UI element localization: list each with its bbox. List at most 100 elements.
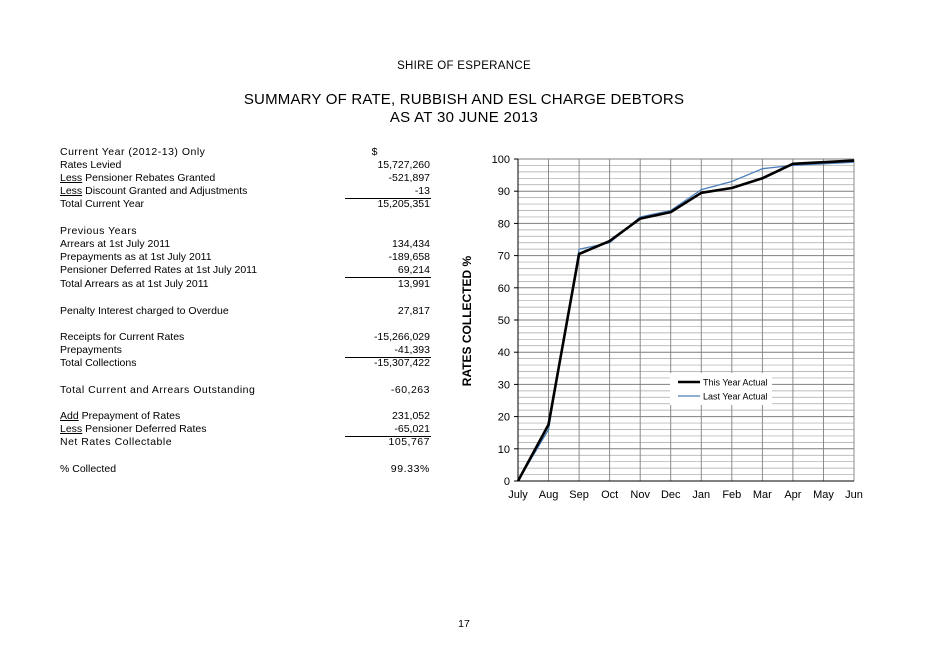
page-number: 17 bbox=[458, 618, 470, 630]
organisation-name: SHIRE OF ESPERANCE bbox=[397, 60, 531, 72]
x-tick-label: May bbox=[813, 489, 834, 501]
penalty-interest-value: 27,817 bbox=[397, 305, 430, 317]
pensioner-deferred-prev-label: Pensioner Deferred Rates at 1st July 201… bbox=[60, 264, 258, 276]
prepayments-prev-row: Prepayments as at 1st July 2011 -189,658 bbox=[60, 251, 432, 264]
x-tick-label: Nov bbox=[630, 489, 650, 501]
prepayments-value: -41,393 bbox=[394, 344, 430, 356]
percent-collected-label: % Collected bbox=[60, 463, 117, 475]
prepayments-prev-label: Prepayments as at 1st July 2011 bbox=[60, 251, 212, 263]
pensioner-rebates-value: -521,897 bbox=[388, 172, 430, 184]
arrears-value: 134,434 bbox=[392, 238, 430, 250]
total-arrears-label: Total Arrears as at 1st July 2011 bbox=[60, 278, 209, 290]
chart-grid bbox=[517, 158, 855, 482]
rates-levied-row: Rates Levied 15,727,260 bbox=[60, 159, 432, 172]
x-tick-label: Dec bbox=[661, 489, 681, 501]
chart-series bbox=[516, 159, 855, 482]
currency-symbol: $ bbox=[371, 146, 378, 158]
add-prepayment-text: Prepayment of Rates bbox=[78, 410, 181, 422]
x-tick-label: Apr bbox=[784, 489, 801, 501]
total-arrears-value: 13,991 bbox=[397, 278, 430, 290]
percent-collected-value: 99.33% bbox=[390, 463, 430, 475]
report-title-line2: AS AT 30 JUNE 2013 bbox=[389, 109, 539, 126]
total-outstanding-label: Total Current and Arrears Outstanding bbox=[60, 384, 256, 396]
y-tick-label: 0 bbox=[504, 476, 510, 488]
previous-years-row: Previous Years bbox=[60, 225, 432, 238]
subtotal-rule bbox=[345, 277, 431, 278]
less-pensioner-deferred-value: -65,021 bbox=[394, 423, 430, 435]
pensioner-rebates-text: Pensioner Rebates Granted bbox=[82, 172, 216, 184]
total-collections-row: Total Collections -15,307,422 bbox=[60, 357, 432, 370]
y-tick-label: 100 bbox=[492, 154, 510, 166]
less-prefix: Less bbox=[60, 423, 83, 435]
add-prepayment-label: Add Prepayment of Rates bbox=[60, 410, 180, 423]
less-prefix: Less bbox=[60, 172, 83, 184]
arrears-label: Arrears at 1st July 2011 bbox=[60, 238, 171, 250]
add-prefix: Add bbox=[60, 410, 79, 422]
current-year-row: Current Year (2012-13) Only $ bbox=[60, 146, 432, 159]
x-tick-label: Feb bbox=[722, 489, 741, 501]
y-tick-label: 50 bbox=[498, 315, 510, 327]
pensioner-rebates-row: Less Pensioner Rebates Granted -521,897 bbox=[60, 172, 432, 185]
penalty-interest-label: Penalty Interest charged to Overdue bbox=[60, 305, 229, 317]
x-tick-label: Mar bbox=[753, 489, 772, 501]
y-tick-label: 30 bbox=[498, 379, 510, 391]
series-line bbox=[517, 161, 855, 482]
prepayments-label: Prepayments bbox=[60, 344, 122, 356]
discount-value: -13 bbox=[414, 185, 430, 197]
less-pensioner-deferred-row: Less Pensioner Deferred Rates -65,021 bbox=[60, 423, 432, 436]
discount-text: Discount Granted and Adjustments bbox=[82, 185, 248, 197]
net-rates-row: Net Rates Collectable 105,767 bbox=[60, 436, 432, 449]
subtotal-rule bbox=[345, 198, 431, 199]
x-tick-label: July bbox=[508, 489, 528, 501]
total-current-year-label: Total Current Year bbox=[60, 198, 145, 210]
legend-label: This Year Actual bbox=[703, 378, 768, 388]
prepayments-row: Prepayments -41,393 bbox=[60, 344, 432, 357]
pensioner-deferred-prev-row: Pensioner Deferred Rates at 1st July 201… bbox=[60, 264, 432, 277]
current-year-heading: Current Year (2012-13) Only bbox=[60, 146, 206, 158]
pensioner-deferred-prev-value: 69,214 bbox=[397, 264, 430, 276]
y-tick-label: 70 bbox=[498, 251, 510, 263]
x-tick-label: Aug bbox=[539, 489, 559, 501]
net-rates-value: 105,767 bbox=[388, 436, 430, 448]
x-tick-label: Sep bbox=[569, 489, 589, 501]
y-tick-label: 10 bbox=[498, 444, 510, 456]
discount-label: Less Discount Granted and Adjustments bbox=[60, 185, 247, 198]
percent-collected-row: % Collected 99.33% bbox=[60, 463, 432, 476]
discount-row: Less Discount Granted and Adjustments -1… bbox=[60, 185, 432, 198]
x-tick-label: Jan bbox=[692, 489, 710, 501]
subtotal-rule bbox=[345, 357, 431, 358]
receipts-label: Receipts for Current Rates bbox=[60, 331, 185, 343]
less-pensioner-deferred-label: Less Pensioner Deferred Rates bbox=[60, 423, 207, 436]
x-tick-label: Oct bbox=[601, 489, 618, 501]
y-tick-label: 80 bbox=[498, 218, 510, 230]
receipts-value: -15,266,029 bbox=[373, 331, 430, 343]
subtotal-rule bbox=[345, 436, 431, 437]
total-collections-value: -15,307,422 bbox=[373, 357, 430, 369]
penalty-interest-row: Penalty Interest charged to Overdue 27,8… bbox=[60, 305, 432, 318]
rates-levied-label: Rates Levied bbox=[60, 159, 122, 171]
y-tick-label: 40 bbox=[498, 347, 510, 359]
series-line bbox=[516, 159, 855, 482]
less-pensioner-deferred-text: Pensioner Deferred Rates bbox=[82, 423, 207, 435]
add-prepayment-value: 231,052 bbox=[392, 410, 430, 422]
prepayments-prev-value: -189,658 bbox=[388, 251, 430, 263]
y-tick-label: 90 bbox=[498, 186, 510, 198]
net-rates-label: Net Rates Collectable bbox=[60, 436, 173, 448]
arrears-row: Arrears at 1st July 2011 134,434 bbox=[60, 238, 432, 251]
total-outstanding-row: Total Current and Arrears Outstanding -6… bbox=[60, 384, 432, 397]
rates-levied-value: 15,727,260 bbox=[377, 159, 430, 171]
pensioner-rebates-label: Less Pensioner Rebates Granted bbox=[60, 172, 215, 185]
x-tick-label: Jun bbox=[845, 489, 863, 501]
total-outstanding-value: -60,263 bbox=[390, 384, 430, 396]
legend-box bbox=[670, 373, 772, 405]
y-axis-ticks: 0 10 20 30 40 50 60 70 80 90 100 bbox=[492, 154, 518, 488]
x-axis-ticks: July Aug Sep Oct Nov Dec Jan Feb Mar Apr May Jun bbox=[508, 489, 863, 501]
report-title-line1: SUMMARY OF RATE, RUBBISH AND ESL CHARGE … bbox=[243, 91, 685, 108]
add-prepayment-row: Add Prepayment of Rates 231,052 bbox=[60, 410, 432, 423]
previous-years-heading: Previous Years bbox=[60, 225, 138, 237]
y-tick-label: 60 bbox=[498, 283, 510, 295]
chart-legend: This Year Actual Last Year Actual bbox=[670, 373, 772, 405]
total-current-year-row: Total Current Year 15,205,351 bbox=[60, 198, 432, 211]
legend-label: Last Year Actual bbox=[703, 392, 768, 402]
receipts-row: Receipts for Current Rates -15,266,029 bbox=[60, 331, 432, 344]
